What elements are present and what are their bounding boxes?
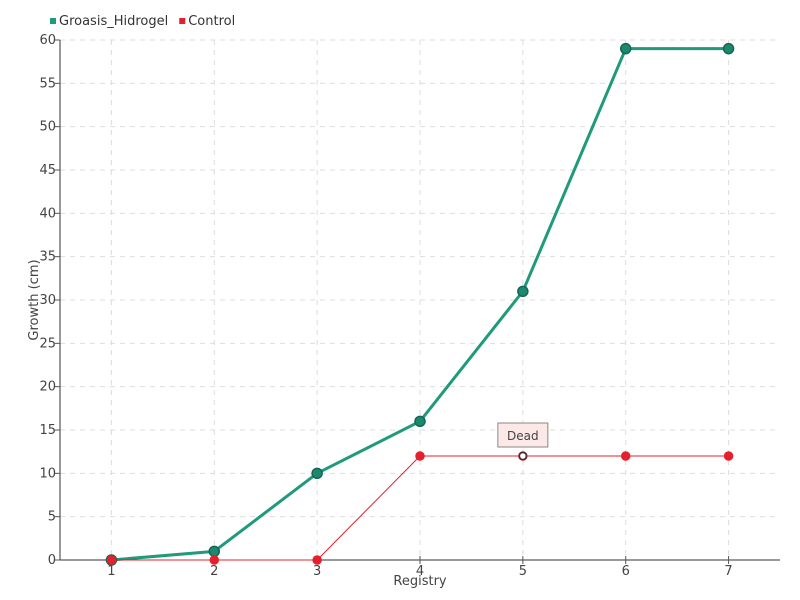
data-point [620,451,631,461]
data-point [208,545,221,558]
legend-swatch-groasis[interactable] [50,18,56,24]
data-point [415,451,425,461]
tooltip-box [497,422,549,448]
legend-label-groasis[interactable]: Groasis_Hidrogel [59,14,168,29]
data-point [517,285,529,298]
y-tick-label: 35 [39,250,56,265]
y-tick-label: 20 [39,380,56,395]
legend[interactable]: Groasis_Hidrogel Control [50,14,235,29]
data-point [722,42,735,55]
y-tick-label: 50 [39,120,56,135]
y-axis-title: Growth (cm) [27,259,42,340]
x-tick-label: 1 [107,564,115,579]
tooltip-label: Dead [507,429,539,443]
x-tick-label: 5 [519,564,527,579]
x-tick-label: 3 [313,564,321,579]
data-point [723,451,734,461]
y-tick-label: 5 [48,510,56,525]
highlighted-point [518,451,528,461]
data-point [312,555,322,565]
y-tick-label: 0 [48,553,56,568]
data-point [619,42,632,55]
y-tick-label: 40 [39,206,56,221]
y-tick-label: 15 [39,423,56,438]
data-point [414,415,426,428]
x-tick-label: 4 [416,564,424,579]
y-tick-label: 55 [39,76,56,91]
legend-label-control[interactable]: Control [188,14,235,29]
x-axis-title: Registry [393,574,447,589]
y-tick-label: 25 [39,336,56,351]
data-point [209,555,220,565]
annotation: Dead [497,422,549,461]
y-tick-label: 60 [39,33,56,48]
data-point [106,555,117,565]
x-tick-label: 6 [622,564,630,579]
x-tick-label: 7 [724,564,732,579]
y-tick-label: 10 [39,466,56,481]
x-tick-label: 2 [210,564,218,579]
y-tick-label: 30 [39,293,56,308]
data-point [311,467,323,480]
y-tick-label: 45 [39,163,56,178]
series [105,42,735,566]
legend-swatch-control[interactable] [179,18,186,24]
grid [60,39,780,560]
